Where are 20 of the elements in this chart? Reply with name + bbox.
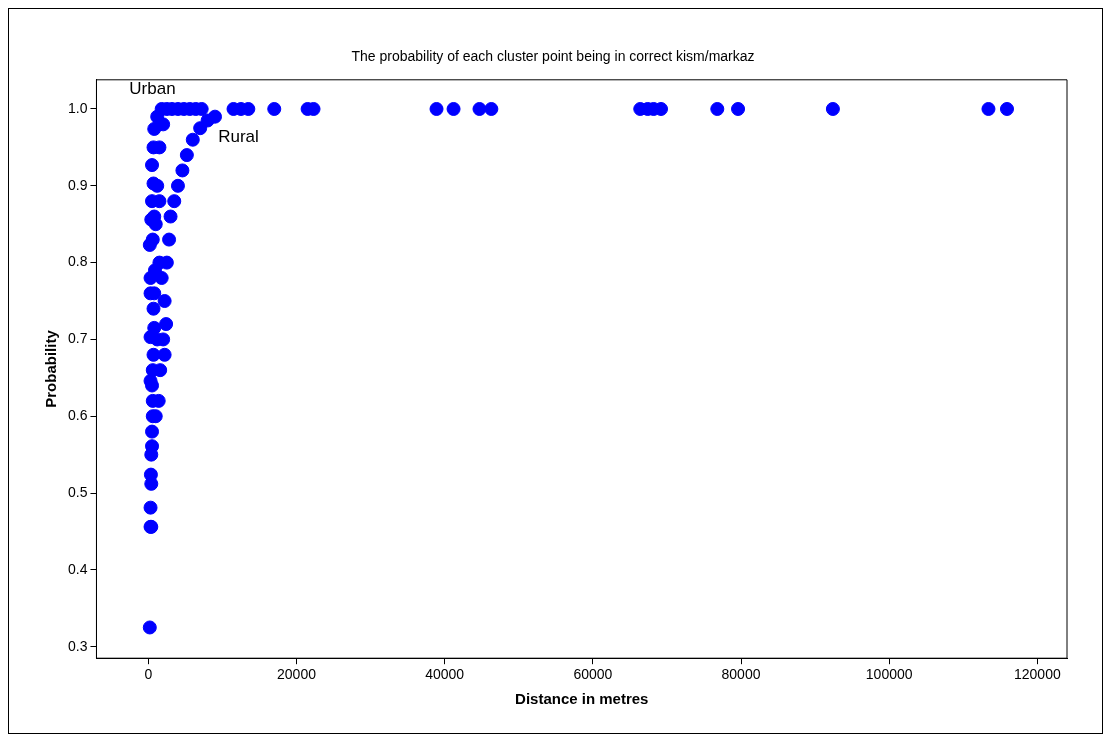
x-tick-label: 120000 [1014,666,1061,683]
chart-title: The probability of each cluster point being in correct kism/markaz [351,48,755,65]
y-tick-label: 0.3 [67,637,88,654]
y-tick-label: 0.5 [67,483,88,500]
y-tick-label: 0.9 [67,176,88,193]
y-tick-label: 1.0 [67,99,88,116]
annotation: Urban [129,79,176,99]
x-tick-label: 0 [144,666,153,683]
x-tick-label: 80000 [721,666,761,683]
y-tick-label: 0.6 [67,407,88,424]
x-axis-title: Distance in metres [515,690,649,708]
x-tick-label: 20000 [277,666,317,683]
x-tick-label: 40000 [425,666,465,683]
annotation: Rural [218,127,259,147]
x-tick-label: 60000 [573,666,613,683]
y-tick-label: 0.8 [67,253,88,270]
y-tick-label: 0.4 [67,560,88,577]
y-axis-title: Probability [42,329,60,408]
x-tick-label: 100000 [865,666,913,683]
y-tick-label: 0.7 [67,330,88,347]
